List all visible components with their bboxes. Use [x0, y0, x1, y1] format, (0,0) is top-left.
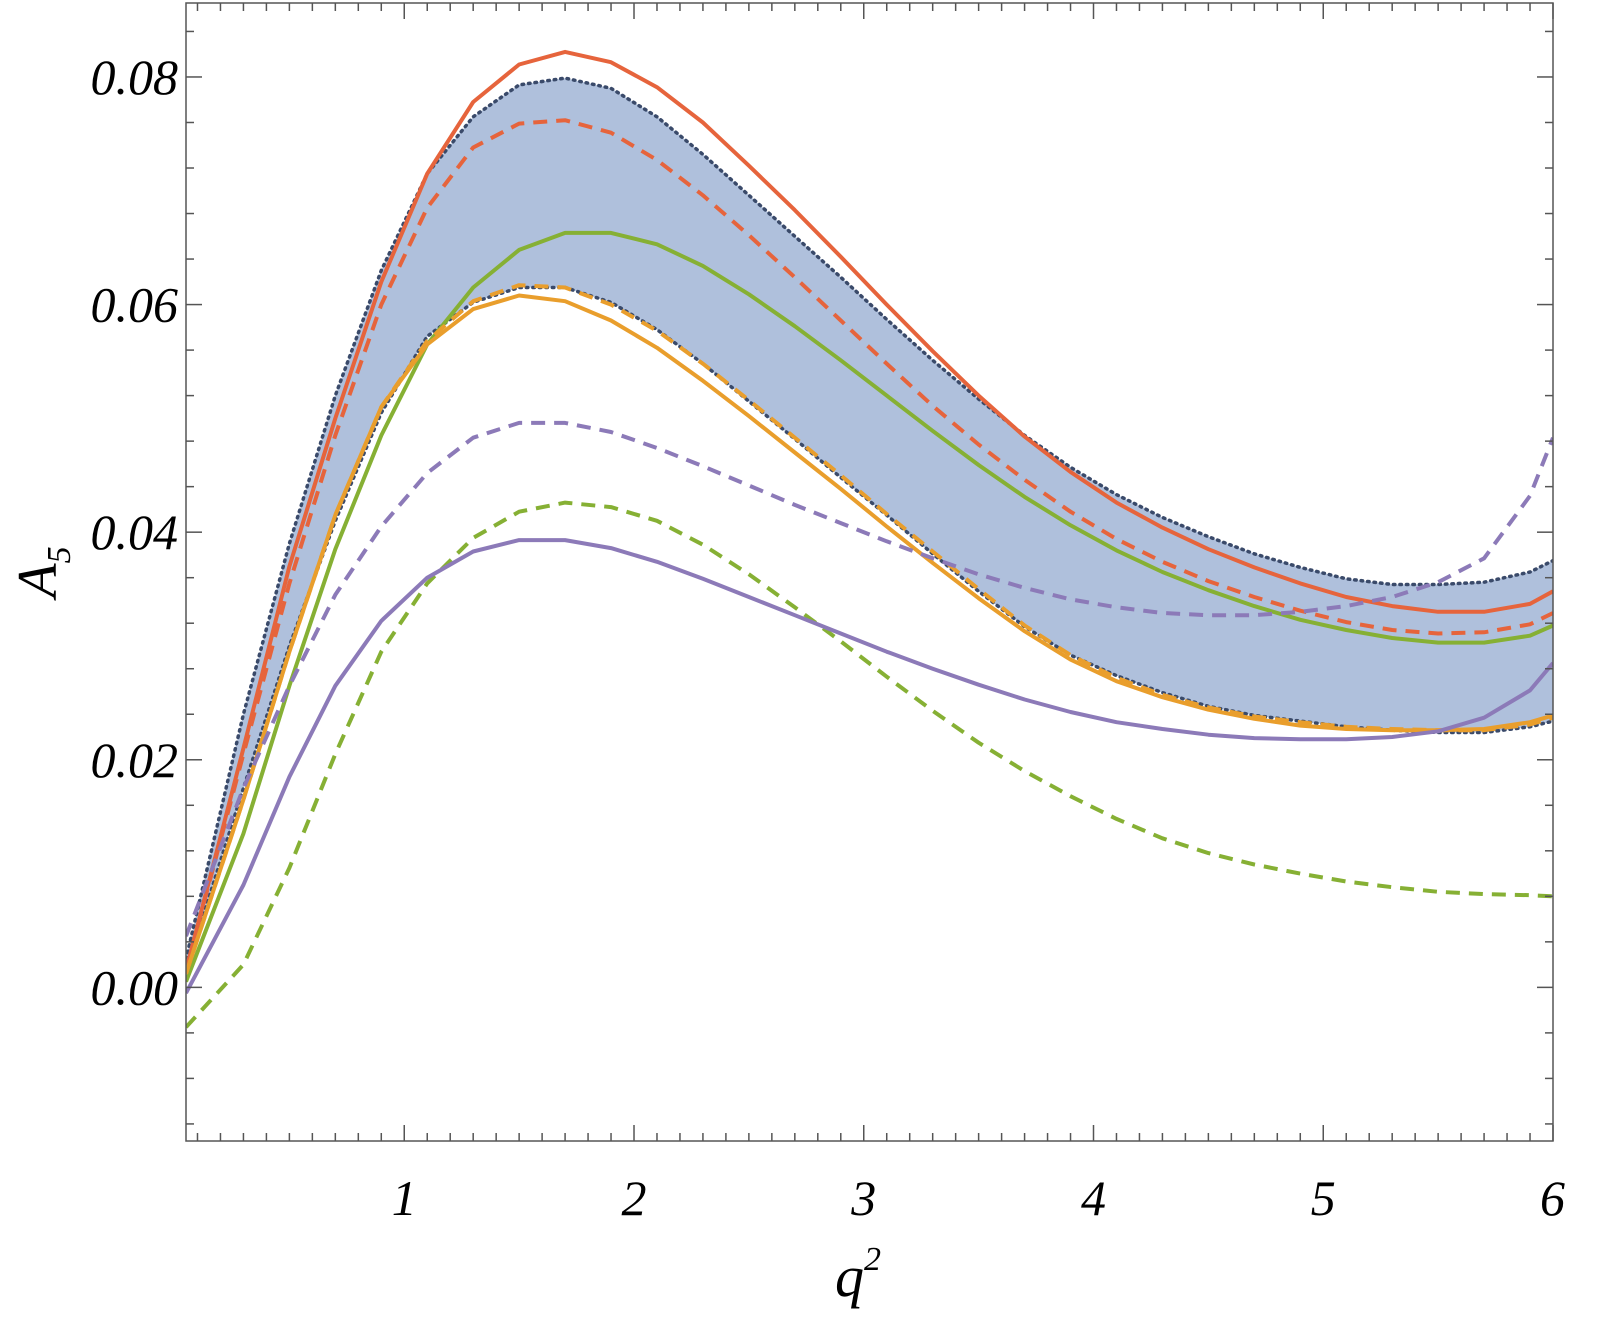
- band-area: [186, 78, 1553, 971]
- x-axis-label: q2: [835, 1241, 881, 1309]
- y-tick-label: 0.02: [91, 732, 179, 788]
- x-axis-label-base: q: [835, 1244, 864, 1309]
- x-tick-label: 4: [1081, 1170, 1106, 1226]
- series-line-7: [186, 538, 1553, 995]
- y-axis-label-sub: 5: [41, 546, 78, 563]
- series-line-4: [186, 500, 1553, 1029]
- band-layer: [186, 76, 1553, 973]
- x-tick-label: 1: [392, 1170, 417, 1226]
- x-axis-label-sup: 2: [864, 1241, 881, 1278]
- x-tick-label: 6: [1540, 1170, 1565, 1226]
- y-tick-label: 0.06: [91, 277, 179, 333]
- series-line-2: [186, 118, 1553, 971]
- x-tick-label: 5: [1311, 1170, 1336, 1226]
- series-line-6: [186, 283, 1553, 975]
- y-tick-label: 0.04: [91, 504, 179, 560]
- band-upper-edge: [186, 76, 1553, 961]
- plot-frame: [185, 2, 1554, 1142]
- tick-label-layer: 1 2 3 4 5 6 0.00 0.02 0.04 0.06 0.08: [91, 49, 1566, 1226]
- series-layer: [186, 49, 1553, 1029]
- x-tick-label: 2: [622, 1170, 647, 1226]
- axes-layer: [185, 2, 1554, 1142]
- y-axis-label-base: A: [7, 563, 69, 602]
- series-line-1: [186, 49, 1553, 971]
- series-line-8: [186, 420, 1553, 937]
- y-axis-label: A5: [7, 546, 78, 601]
- x-tick-label: 3: [850, 1170, 876, 1226]
- y-tick-label: 0.08: [91, 49, 179, 105]
- y-tick-label: 0.00: [91, 959, 179, 1015]
